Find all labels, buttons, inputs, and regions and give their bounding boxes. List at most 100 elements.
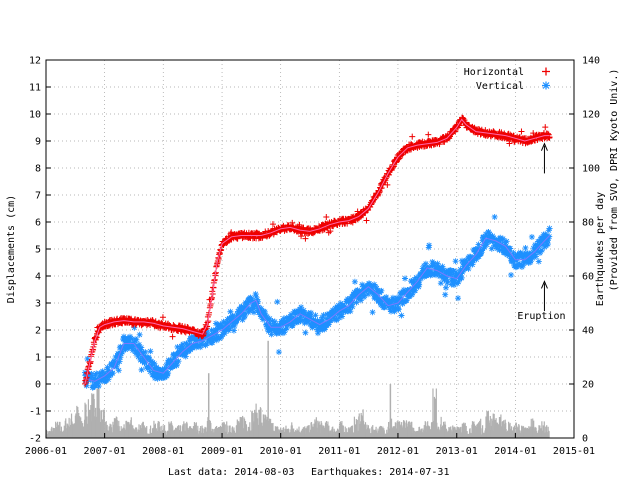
vertical-point bbox=[127, 335, 134, 342]
vertical-point bbox=[151, 360, 158, 367]
vertical-point bbox=[486, 231, 493, 238]
grid bbox=[46, 60, 574, 438]
vertical-point bbox=[465, 265, 472, 272]
y-left-tick-label: -2 bbox=[29, 434, 41, 445]
vertical-point bbox=[206, 331, 213, 338]
vertical-point bbox=[99, 369, 106, 376]
vertical-point bbox=[138, 344, 145, 351]
vertical-point bbox=[147, 348, 154, 355]
vertical-point bbox=[483, 241, 490, 248]
vertical-point bbox=[104, 366, 111, 373]
vertical-point bbox=[308, 316, 315, 323]
vertical-point bbox=[524, 253, 531, 260]
vertical-point bbox=[525, 259, 532, 266]
vertical-point bbox=[510, 249, 517, 256]
vertical-point bbox=[439, 272, 446, 279]
vertical-point bbox=[320, 312, 327, 319]
vertical-point bbox=[381, 304, 388, 311]
legend-label: Horizontal bbox=[464, 67, 524, 78]
vertical-point bbox=[370, 288, 377, 295]
vertical-point bbox=[478, 249, 485, 256]
vertical-point bbox=[449, 275, 456, 282]
vertical-point bbox=[96, 370, 103, 377]
vertical-point bbox=[280, 315, 287, 322]
vertical-point bbox=[93, 370, 100, 377]
y-left-tick-label: 1 bbox=[35, 353, 41, 364]
vertical-point bbox=[102, 377, 109, 384]
vertical-point bbox=[171, 354, 178, 361]
vertical-point bbox=[473, 256, 480, 263]
vertical-point bbox=[398, 312, 405, 319]
vertical-point bbox=[94, 380, 101, 387]
horizontal-point bbox=[384, 181, 391, 188]
series-horizontal bbox=[82, 114, 553, 387]
horizontal-point bbox=[518, 128, 525, 135]
vertical-point bbox=[362, 288, 369, 295]
vertical-point bbox=[318, 324, 325, 331]
x-tick-label: 2013-01 bbox=[436, 446, 478, 457]
vertical-point bbox=[253, 293, 260, 300]
vertical-point bbox=[175, 358, 182, 365]
vertical-point bbox=[347, 308, 354, 315]
vertical-point bbox=[546, 225, 553, 232]
legend: Horizontal Vertical bbox=[464, 67, 550, 92]
vertical-point bbox=[227, 308, 234, 315]
vertical-point bbox=[439, 263, 446, 270]
vertical-point bbox=[544, 232, 551, 239]
vertical-point bbox=[493, 244, 500, 251]
vertical-point bbox=[208, 327, 215, 334]
y-left-tick-label: 5 bbox=[35, 245, 41, 256]
vertical-point bbox=[545, 227, 552, 234]
vertical-point bbox=[334, 305, 341, 312]
vertical-point bbox=[511, 256, 518, 263]
vertical-point bbox=[92, 372, 99, 379]
earthquake-bars bbox=[45, 340, 550, 438]
vertical-point bbox=[221, 330, 228, 337]
vertical-point bbox=[231, 322, 238, 329]
vertical-point bbox=[348, 296, 355, 303]
vertical-point bbox=[83, 382, 90, 389]
vertical-point bbox=[99, 368, 106, 375]
y-left-tick-label: 9 bbox=[35, 137, 41, 148]
vertical-point bbox=[251, 303, 258, 310]
vertical-point bbox=[339, 313, 346, 320]
vertical-point bbox=[336, 308, 343, 315]
vertical-point bbox=[299, 317, 306, 324]
vertical-point bbox=[289, 322, 296, 329]
vertical-point bbox=[337, 306, 344, 313]
eruption-label: Eruption bbox=[517, 311, 565, 322]
vertical-point bbox=[159, 366, 166, 373]
vertical-point bbox=[543, 234, 550, 241]
vertical-point bbox=[361, 292, 368, 299]
vertical-point bbox=[100, 374, 107, 381]
vertical-point bbox=[377, 302, 384, 309]
x-tick-label: 2009-01 bbox=[201, 446, 243, 457]
horizontal-point bbox=[542, 124, 549, 131]
vertical-point bbox=[327, 317, 334, 324]
vertical-point bbox=[402, 275, 409, 282]
vertical-point bbox=[426, 242, 433, 249]
vertical-point bbox=[182, 353, 189, 360]
vertical-point bbox=[416, 277, 423, 284]
vertical-point bbox=[450, 267, 457, 274]
vertical-point bbox=[121, 344, 128, 351]
vertical-point bbox=[415, 283, 422, 290]
vertical-point bbox=[345, 298, 352, 305]
y-right-axis-label: Earthquakes per day bbox=[595, 192, 606, 306]
vertical-point bbox=[234, 311, 241, 318]
vertical-point bbox=[199, 341, 206, 348]
vertical-point bbox=[530, 245, 537, 252]
vertical-point bbox=[225, 319, 232, 326]
vertical-point bbox=[387, 306, 394, 313]
vertical-point bbox=[469, 261, 476, 268]
vertical-point bbox=[87, 376, 94, 383]
vertical-point bbox=[239, 307, 246, 314]
vertical-point bbox=[309, 324, 316, 331]
vertical-point bbox=[97, 372, 104, 379]
vertical-point bbox=[229, 313, 236, 320]
vertical-point bbox=[479, 247, 486, 254]
vertical-point bbox=[180, 341, 187, 348]
x-tick-label: 2010-01 bbox=[260, 446, 302, 457]
